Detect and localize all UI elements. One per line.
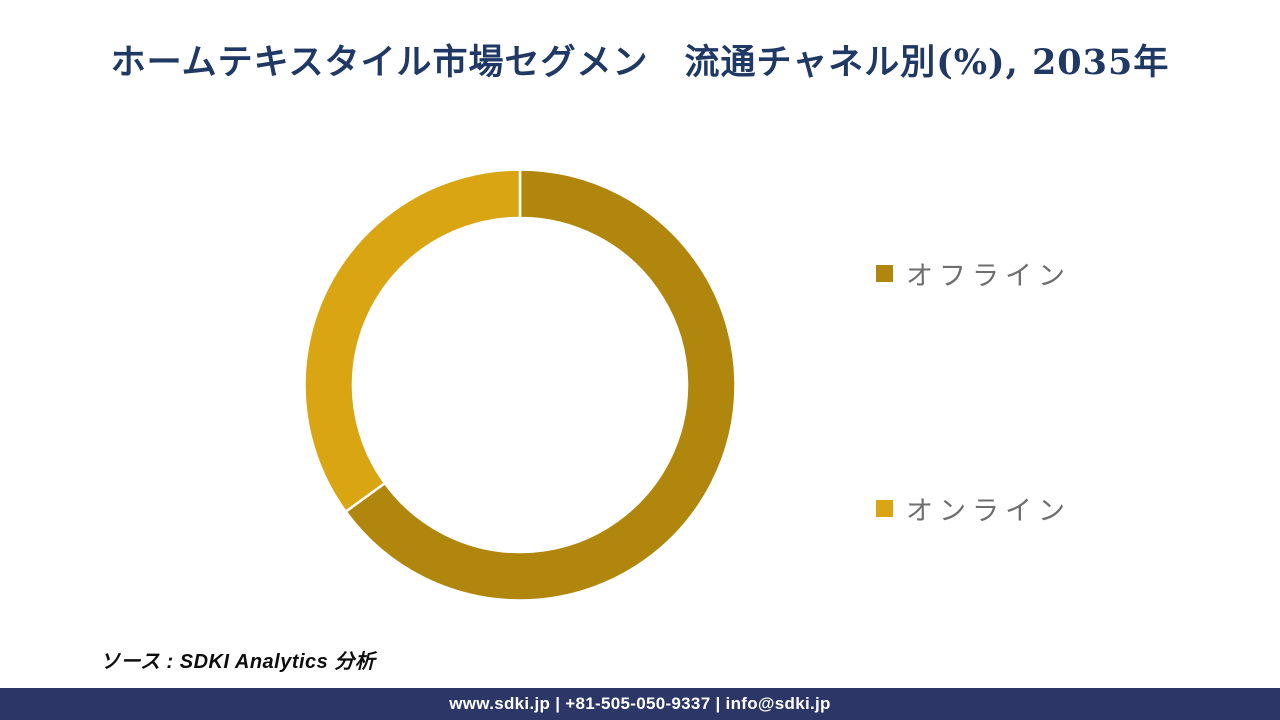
legend-swatch-offline-icon (876, 265, 893, 282)
footer-contact-text: www.sdki.jp | +81-505-050-9337 | info@sd… (449, 694, 831, 713)
source-note: ソース : SDKI Analytics 分析 (100, 651, 376, 673)
legend-swatch-online-icon (876, 500, 893, 517)
donut-segment-オンライン (303, 168, 522, 514)
footer-bar: www.sdki.jp | +81-505-050-9337 | info@sd… (0, 688, 1280, 720)
donut-chart-svg (303, 168, 737, 602)
chart-title: ホームテキスタイル市場セグメン 流通チャネル別(%), 2035年 (110, 42, 1170, 83)
legend-item-online: オンライン (876, 489, 1071, 528)
donut-chart (303, 168, 737, 602)
legend-label-offline: オフライン (906, 261, 1071, 291)
donut-segment-オフライン (343, 168, 737, 602)
legend-item-offline: オフライン (876, 254, 1071, 293)
legend-label-online: オンライン (906, 496, 1071, 526)
